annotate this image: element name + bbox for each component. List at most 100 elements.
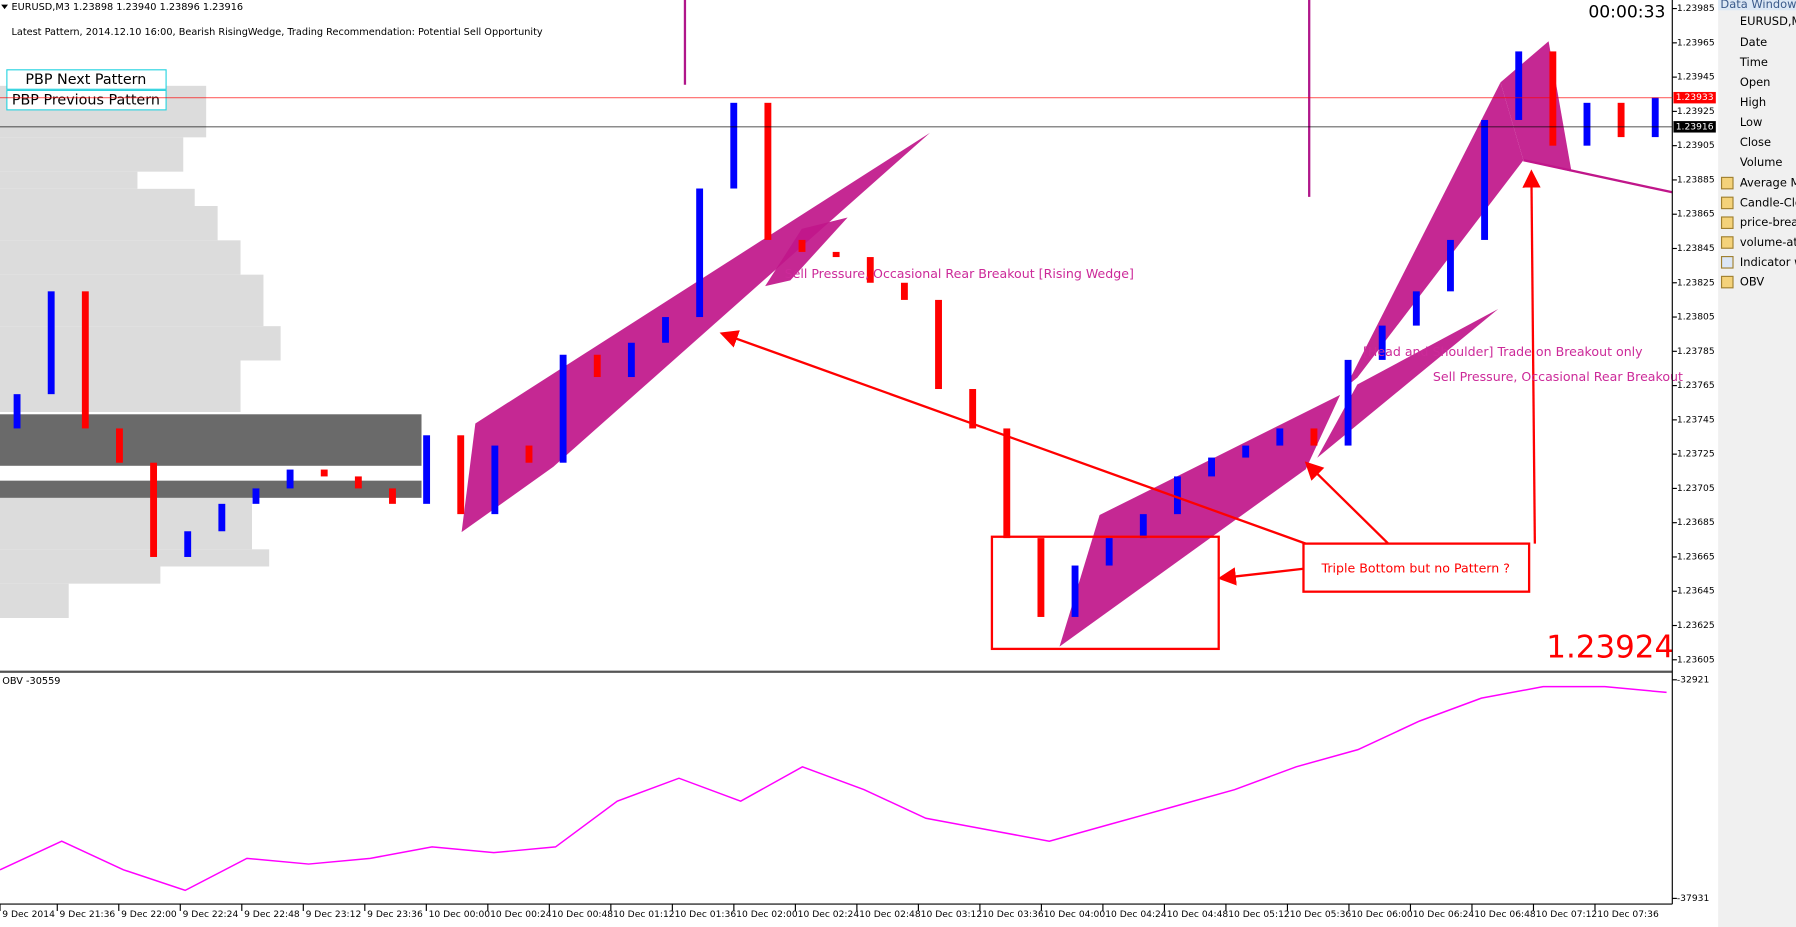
x-tick-label: 10 Dec 03:12	[921, 910, 983, 920]
button[interactable]	[6, 69, 167, 90]
candle-body	[1071, 565, 1079, 617]
candle-body	[218, 503, 226, 532]
x-tick-label: 9 Dec 2014	[2, 910, 55, 920]
menu-icon	[1, 4, 9, 10]
indicator-icon	[1720, 176, 1734, 190]
candle-body	[832, 251, 840, 258]
candle-body	[320, 469, 328, 477]
data-field: Volume	[1740, 155, 1783, 169]
button-label[interactable]: PBP Previous Pattern	[12, 93, 160, 109]
candle-body	[593, 354, 601, 378]
candle-body	[1037, 538, 1045, 617]
y-tick-label: 1.23825	[1677, 278, 1715, 288]
candle-body	[457, 435, 465, 515]
candle-body	[13, 394, 21, 429]
data-field: Time	[1739, 55, 1768, 69]
candle-body	[1242, 445, 1250, 458]
data-window-bg	[1718, 0, 1796, 927]
annotation-arrows	[719, 169, 1541, 651]
button-label[interactable]: PBP Next Pattern	[25, 72, 146, 88]
candle-body	[866, 257, 874, 283]
indicator-name: OBV	[1740, 275, 1765, 289]
y-tick-label: 1.23685	[1677, 518, 1715, 528]
candle-body	[969, 389, 977, 429]
candle-body	[1412, 291, 1420, 326]
candle-body	[1105, 538, 1113, 566]
candle-body	[798, 239, 806, 252]
candle-body	[1173, 476, 1181, 515]
big-price: 1.23924	[1546, 629, 1674, 665]
y-tick-label: 1.23905	[1677, 141, 1715, 151]
candle-body	[491, 445, 499, 515]
candle-body	[1549, 51, 1557, 146]
x-tick-label: 9 Dec 22:00	[121, 910, 177, 920]
data-field: Open	[1740, 75, 1771, 89]
button[interactable]	[6, 89, 167, 111]
candle-body	[389, 488, 396, 504]
candle-body	[1378, 325, 1386, 360]
indicator-name: volume-at-	[1740, 235, 1796, 249]
obv-line	[0, 685, 1667, 892]
candle-body	[1651, 97, 1659, 138]
data-field: Date	[1740, 35, 1767, 49]
candle-body	[47, 291, 55, 395]
y-tick-label: 1.23965	[1677, 38, 1715, 48]
x-tick-label: 10 Dec 03:36	[982, 910, 1044, 920]
indicator-icon	[1720, 196, 1734, 210]
candle-body	[184, 531, 192, 557]
volume-profile	[0, 85, 281, 618]
x-tick-label: 10 Dec 01:36	[675, 910, 737, 920]
y-tick-label: 1.23665	[1677, 552, 1715, 562]
y-tick-label: 1.23645	[1677, 587, 1715, 597]
x-tick-label: 9 Dec 23:36	[367, 910, 423, 920]
y-tick-label: 1.23885	[1677, 175, 1715, 185]
candle-body	[730, 102, 738, 189]
symbol-info: EURUSD,M3 1.23898 1.23940 1.23896 1.2391…	[11, 2, 243, 13]
candle-body	[662, 317, 669, 343]
candle-body	[1139, 514, 1147, 539]
indicator-name: price-break	[1740, 215, 1796, 229]
data-window: Data Window EURUSD,M3 Date Time Open High Lo…	[1718, 0, 1796, 927]
y-tick-label: 1.23925	[1677, 107, 1715, 117]
y-tick-label: 1.23845	[1677, 244, 1715, 254]
timer: 00:00:33	[1588, 3, 1665, 23]
candle-body	[150, 462, 158, 557]
y-tick-label: 1.23725	[1677, 450, 1715, 460]
y-tick-label: 1.23745	[1677, 415, 1715, 425]
x-tick-label: 10 Dec 00:48	[552, 910, 614, 920]
candle-body	[764, 102, 772, 240]
indicator-icon	[1720, 236, 1734, 249]
price-tag	[1673, 91, 1716, 104]
price-tag	[1673, 121, 1716, 133]
y-tick-label: 1.23705	[1677, 484, 1715, 494]
x-tick-label: 10 Dec 04:00	[1044, 910, 1106, 920]
candle-body	[900, 282, 908, 300]
candle-body	[1276, 428, 1284, 446]
x-tick-label: 10 Dec 06:48	[1474, 910, 1536, 920]
indicator-name: Indicator w	[1740, 255, 1796, 269]
x-tick-label: 10 Dec 02:48	[859, 910, 921, 920]
candle-body	[1003, 428, 1011, 539]
x-tick-label: 9 Dec 22:48	[244, 910, 300, 920]
y-tick-label: -37931	[1677, 894, 1709, 904]
data-field: Close	[1740, 135, 1771, 149]
data-field: Low	[1740, 115, 1763, 129]
x-tick-label: 9 Dec 21:36	[60, 910, 116, 920]
candle-body	[423, 435, 431, 504]
x-tick-label: 9 Dec 22:24	[183, 910, 239, 920]
x-tick-label: 10 Dec 01:12	[613, 910, 675, 920]
y-tick-label: 1.23765	[1677, 381, 1715, 391]
x-tick-label: 10 Dec 05:36	[1290, 910, 1352, 920]
price-tag-label: 1.23916	[1676, 122, 1714, 132]
indicator-icon	[1720, 275, 1734, 289]
candle-body	[559, 354, 567, 463]
y-tick-label: 1.23805	[1677, 313, 1715, 323]
annotation: Sell Pressure, Occasional Rear Breakout	[1433, 369, 1683, 384]
x-tick-label: 10 Dec 06:00	[1351, 910, 1413, 920]
data-window-symbol: EURUSD,M3	[1740, 14, 1796, 28]
candle-body	[1447, 239, 1454, 292]
x-tick-label: 10 Dec 02:00	[736, 910, 798, 920]
x-tick-label: 10 Dec 04:24	[1105, 910, 1167, 920]
y-tick-label: 1.23985	[1677, 4, 1715, 14]
